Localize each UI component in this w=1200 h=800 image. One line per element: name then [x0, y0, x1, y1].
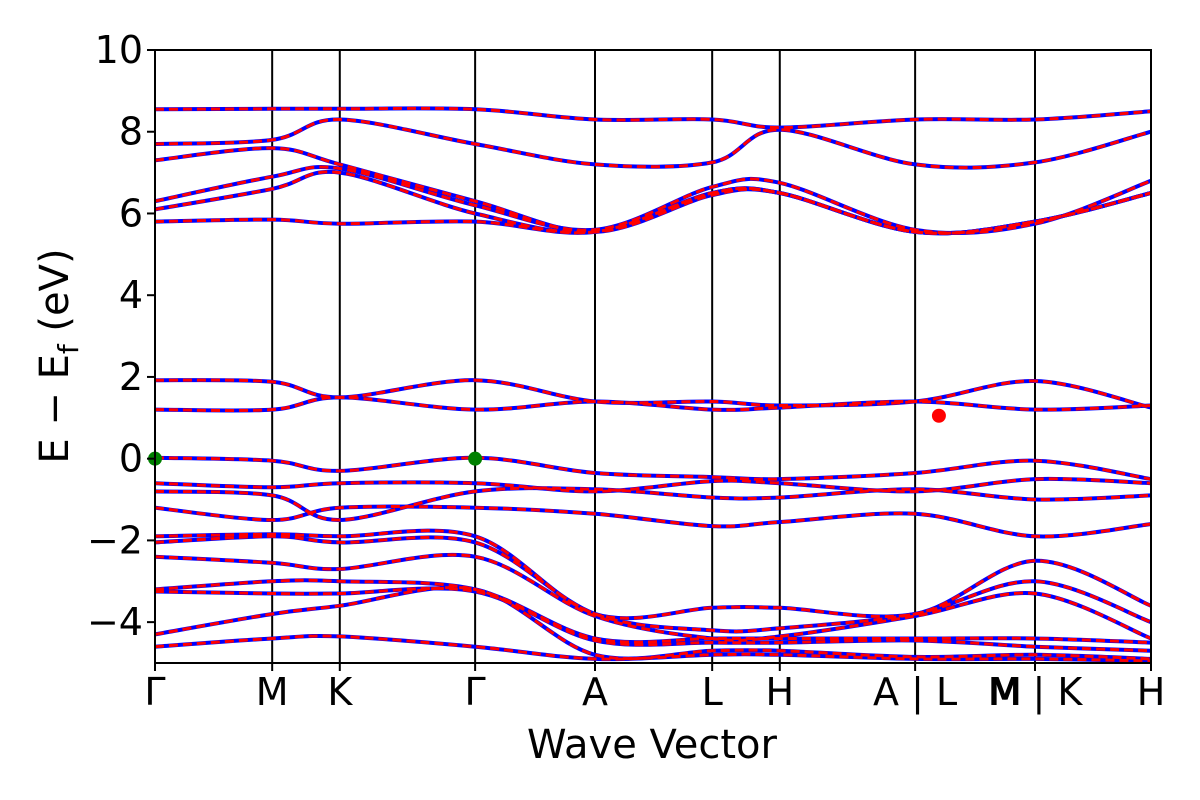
y-axis-ticks: −4 −2 0 2 4 6 8 10 — [87, 28, 155, 644]
x-tick-label: M — [256, 670, 289, 714]
y-tick-label: 10 — [95, 28, 143, 72]
x-tick-label: L — [702, 670, 723, 714]
band-line — [155, 146, 1151, 235]
x-tick-label: A | L — [873, 670, 957, 715]
y-tick-label: −2 — [87, 518, 143, 562]
x-tick-label: H — [765, 670, 794, 714]
band-line — [155, 528, 1151, 621]
band-line — [155, 170, 1151, 235]
band-line — [155, 585, 1151, 661]
band-line — [155, 117, 1151, 170]
band-line — [155, 486, 1151, 522]
x-axis-label: Wave Vector — [527, 722, 778, 768]
x-tick-label: A — [582, 670, 608, 714]
x-tick-label: M | K — [988, 670, 1084, 715]
band-line — [155, 106, 1151, 130]
plot-area — [148, 49, 1152, 664]
band-line — [155, 553, 1151, 642]
x-tick-label: Γ — [465, 670, 486, 714]
vbm-marker — [468, 451, 483, 466]
band-line — [155, 395, 1151, 413]
band-line — [155, 477, 1151, 493]
band-line — [155, 456, 1151, 481]
band-line — [155, 505, 1151, 538]
band-line — [155, 529, 1151, 620]
band-line — [155, 186, 1151, 235]
band-line — [155, 634, 1151, 663]
x-tick-label: Γ — [144, 670, 165, 714]
band-line — [155, 165, 1151, 235]
band-line — [155, 586, 1151, 653]
y-tick-label: 0 — [119, 437, 143, 481]
y-axis-label: E − Ef (eV) — [32, 248, 85, 463]
band-line — [155, 455, 1151, 482]
y-tick-label: 6 — [119, 191, 143, 235]
band-line — [155, 534, 1151, 633]
plot-frame — [154, 49, 1152, 664]
x-tick-label: K — [327, 670, 353, 714]
band-line — [155, 169, 1151, 236]
x-tick-label: H — [1137, 670, 1166, 714]
y-tick-label: 2 — [119, 355, 143, 399]
cbm-marker — [931, 408, 946, 423]
band-line — [155, 578, 1151, 645]
y-tick-label: 4 — [119, 273, 143, 317]
y-tick-label: −4 — [87, 600, 143, 644]
x-tick-label: M — [989, 670, 1022, 714]
band-line — [155, 117, 1151, 170]
y-tick-label: 8 — [119, 110, 143, 154]
band-line — [155, 106, 1151, 130]
band-line — [155, 586, 1151, 661]
band-line — [155, 395, 1151, 413]
band-line — [155, 378, 1151, 410]
